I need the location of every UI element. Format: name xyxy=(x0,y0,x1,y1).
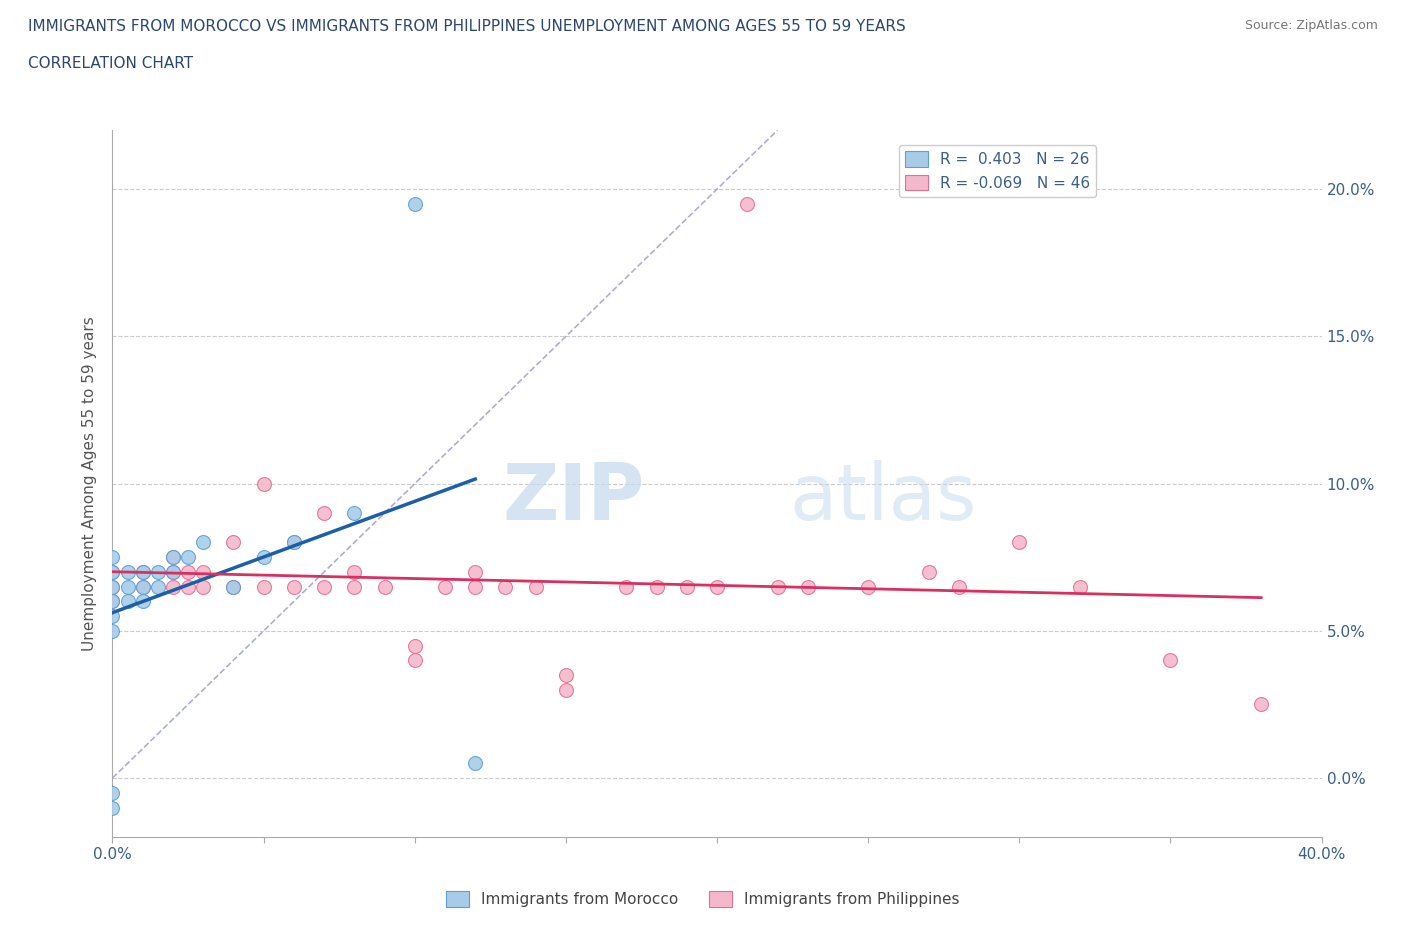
Point xyxy=(404,638,426,653)
Point xyxy=(737,196,759,211)
Point xyxy=(404,653,426,668)
Point xyxy=(101,609,124,624)
Point xyxy=(101,579,124,594)
Point xyxy=(101,579,124,594)
Point xyxy=(554,668,576,683)
Point xyxy=(146,565,169,579)
Point xyxy=(796,579,818,594)
Point xyxy=(464,565,486,579)
Point xyxy=(162,550,184,565)
Point xyxy=(177,579,200,594)
Point xyxy=(766,579,789,594)
Point xyxy=(101,550,124,565)
Text: Source: ZipAtlas.com: Source: ZipAtlas.com xyxy=(1244,19,1378,32)
Point xyxy=(645,579,668,594)
Point xyxy=(101,594,124,609)
Point xyxy=(314,506,336,521)
Point xyxy=(132,565,155,579)
Point xyxy=(191,535,214,550)
Point xyxy=(222,579,245,594)
Text: IMMIGRANTS FROM MOROCCO VS IMMIGRANTS FROM PHILIPPINES UNEMPLOYMENT AMONG AGES 5: IMMIGRANTS FROM MOROCCO VS IMMIGRANTS FR… xyxy=(28,19,905,33)
Point xyxy=(1069,579,1091,594)
Point xyxy=(524,579,547,594)
Point xyxy=(283,535,305,550)
Point xyxy=(132,579,155,594)
Point xyxy=(162,550,184,565)
Point xyxy=(101,594,124,609)
Point xyxy=(253,550,276,565)
Point xyxy=(948,579,970,594)
Point xyxy=(101,800,124,815)
Point xyxy=(101,565,124,579)
Point xyxy=(343,579,366,594)
Point xyxy=(616,579,638,594)
Point xyxy=(191,579,214,594)
Point xyxy=(101,623,124,638)
Point xyxy=(162,565,184,579)
Point xyxy=(675,579,697,594)
Point xyxy=(117,594,139,609)
Point xyxy=(117,579,139,594)
Point xyxy=(283,579,305,594)
Point xyxy=(554,683,576,698)
Text: CORRELATION CHART: CORRELATION CHART xyxy=(28,56,193,71)
Point xyxy=(177,550,200,565)
Point xyxy=(706,579,728,594)
Point xyxy=(1159,653,1181,668)
Point xyxy=(856,579,880,594)
Point xyxy=(343,565,366,579)
Point xyxy=(374,579,396,594)
Point xyxy=(404,196,426,211)
Point xyxy=(253,476,276,491)
Y-axis label: Unemployment Among Ages 55 to 59 years: Unemployment Among Ages 55 to 59 years xyxy=(82,316,97,651)
Point xyxy=(314,579,336,594)
Point xyxy=(132,594,155,609)
Legend: Immigrants from Morocco, Immigrants from Philippines: Immigrants from Morocco, Immigrants from… xyxy=(440,884,966,913)
Point xyxy=(101,785,124,800)
Point xyxy=(222,579,245,594)
Point xyxy=(283,535,305,550)
Legend: R =  0.403   N = 26, R = -0.069   N = 46: R = 0.403 N = 26, R = -0.069 N = 46 xyxy=(898,145,1097,197)
Point xyxy=(132,579,155,594)
Point xyxy=(117,565,139,579)
Point xyxy=(918,565,941,579)
Point xyxy=(343,506,366,521)
Point xyxy=(1250,698,1272,712)
Text: atlas: atlas xyxy=(790,459,977,536)
Point xyxy=(464,756,486,771)
Point xyxy=(162,579,184,594)
Point xyxy=(1008,535,1031,550)
Point xyxy=(191,565,214,579)
Point xyxy=(433,579,456,594)
Point xyxy=(177,565,200,579)
Text: ZIP: ZIP xyxy=(502,459,644,536)
Point xyxy=(253,579,276,594)
Point xyxy=(132,565,155,579)
Point xyxy=(495,579,517,594)
Point xyxy=(464,579,486,594)
Point xyxy=(222,535,245,550)
Point xyxy=(146,579,169,594)
Point xyxy=(162,565,184,579)
Point xyxy=(101,565,124,579)
